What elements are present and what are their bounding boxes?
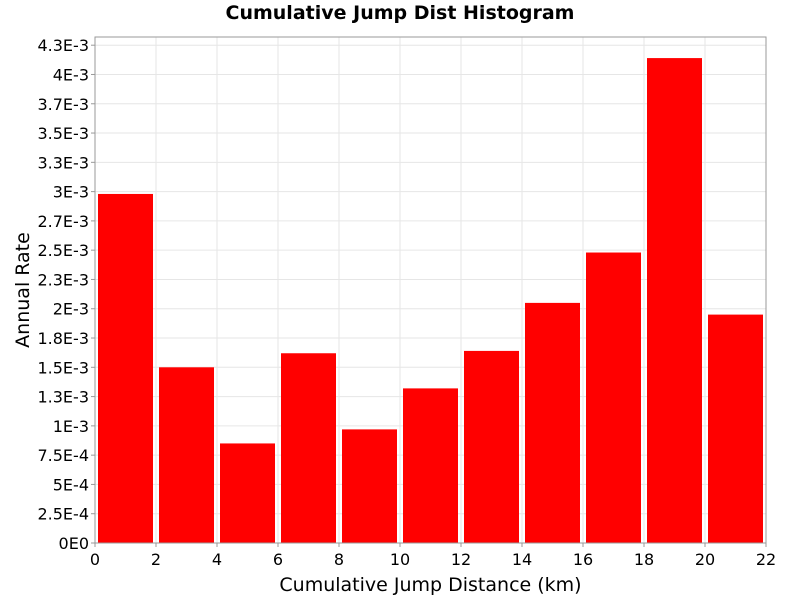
- histogram-bar: [403, 388, 458, 543]
- y-tick-label: 2.3E-3: [37, 270, 89, 289]
- y-tick-label: 2E-3: [53, 300, 89, 319]
- y-tick-label: 0E0: [59, 534, 89, 553]
- y-tick-label: 1.5E-3: [37, 358, 89, 377]
- y-tick-label: 1.3E-3: [37, 388, 89, 407]
- x-tick-label: 6: [273, 550, 283, 569]
- y-tick-label: 3.5E-3: [37, 124, 89, 143]
- y-tick-label: 2.7E-3: [37, 212, 89, 231]
- x-tick-label: 18: [634, 550, 654, 569]
- x-tick-label: 10: [390, 550, 410, 569]
- histogram-bar: [525, 302, 580, 543]
- y-tick-label: 4.3E-3: [37, 36, 89, 55]
- x-tick-label: 22: [756, 550, 776, 569]
- bars: [98, 58, 763, 543]
- x-tick-label: 20: [695, 550, 715, 569]
- histogram-bar: [342, 429, 397, 543]
- histogram-bar: [281, 353, 336, 543]
- x-tick-label: 12: [451, 550, 471, 569]
- histogram-bar: [98, 193, 153, 543]
- histogram-bar: [464, 350, 519, 543]
- y-axis-label: Annual Rate: [12, 232, 34, 348]
- x-axis-label: Cumulative Jump Distance (km): [279, 574, 581, 596]
- plot-frame: [94, 36, 767, 544]
- x-tick-label: 2: [151, 550, 161, 569]
- x-tick-label: 16: [573, 550, 593, 569]
- x-tick-label: 14: [512, 550, 532, 569]
- y-tick-label: 1.8E-3: [37, 329, 89, 348]
- histogram-bar: [220, 443, 275, 543]
- histogram-bar: [708, 314, 763, 543]
- x-tick-label: 0: [90, 550, 100, 569]
- x-tick-label: 4: [212, 550, 222, 569]
- y-tick-label: 2.5E-4: [37, 505, 89, 524]
- y-tick-label: 3.7E-3: [37, 95, 89, 114]
- y-tick-label: 4E-3: [53, 65, 89, 84]
- x-axis-ticks: 0 2 4 6 8 10 12 14 16 18 20 22: [90, 543, 776, 569]
- x-tick-label: 8: [334, 550, 344, 569]
- y-tick-label: 3.3E-3: [37, 153, 89, 172]
- y-tick-label: 3E-3: [53, 183, 89, 202]
- y-axis-ticks: 0E0 2.5E-4 5E-4 7.5E-4 1E-3 1.3E-3 1.5E-3 1.8E-…: [37, 36, 95, 553]
- histogram-bar: [586, 252, 641, 543]
- histogram-bar: [647, 58, 702, 543]
- y-tick-label: 7.5E-4: [37, 446, 89, 465]
- y-tick-label: 2.5E-3: [37, 241, 89, 260]
- histogram-bar: [159, 367, 214, 543]
- y-tick-label: 5E-4: [53, 475, 89, 494]
- chart-title: Cumulative Jump Dist Histogram: [225, 2, 575, 24]
- y-tick-label: 1E-3: [53, 417, 89, 436]
